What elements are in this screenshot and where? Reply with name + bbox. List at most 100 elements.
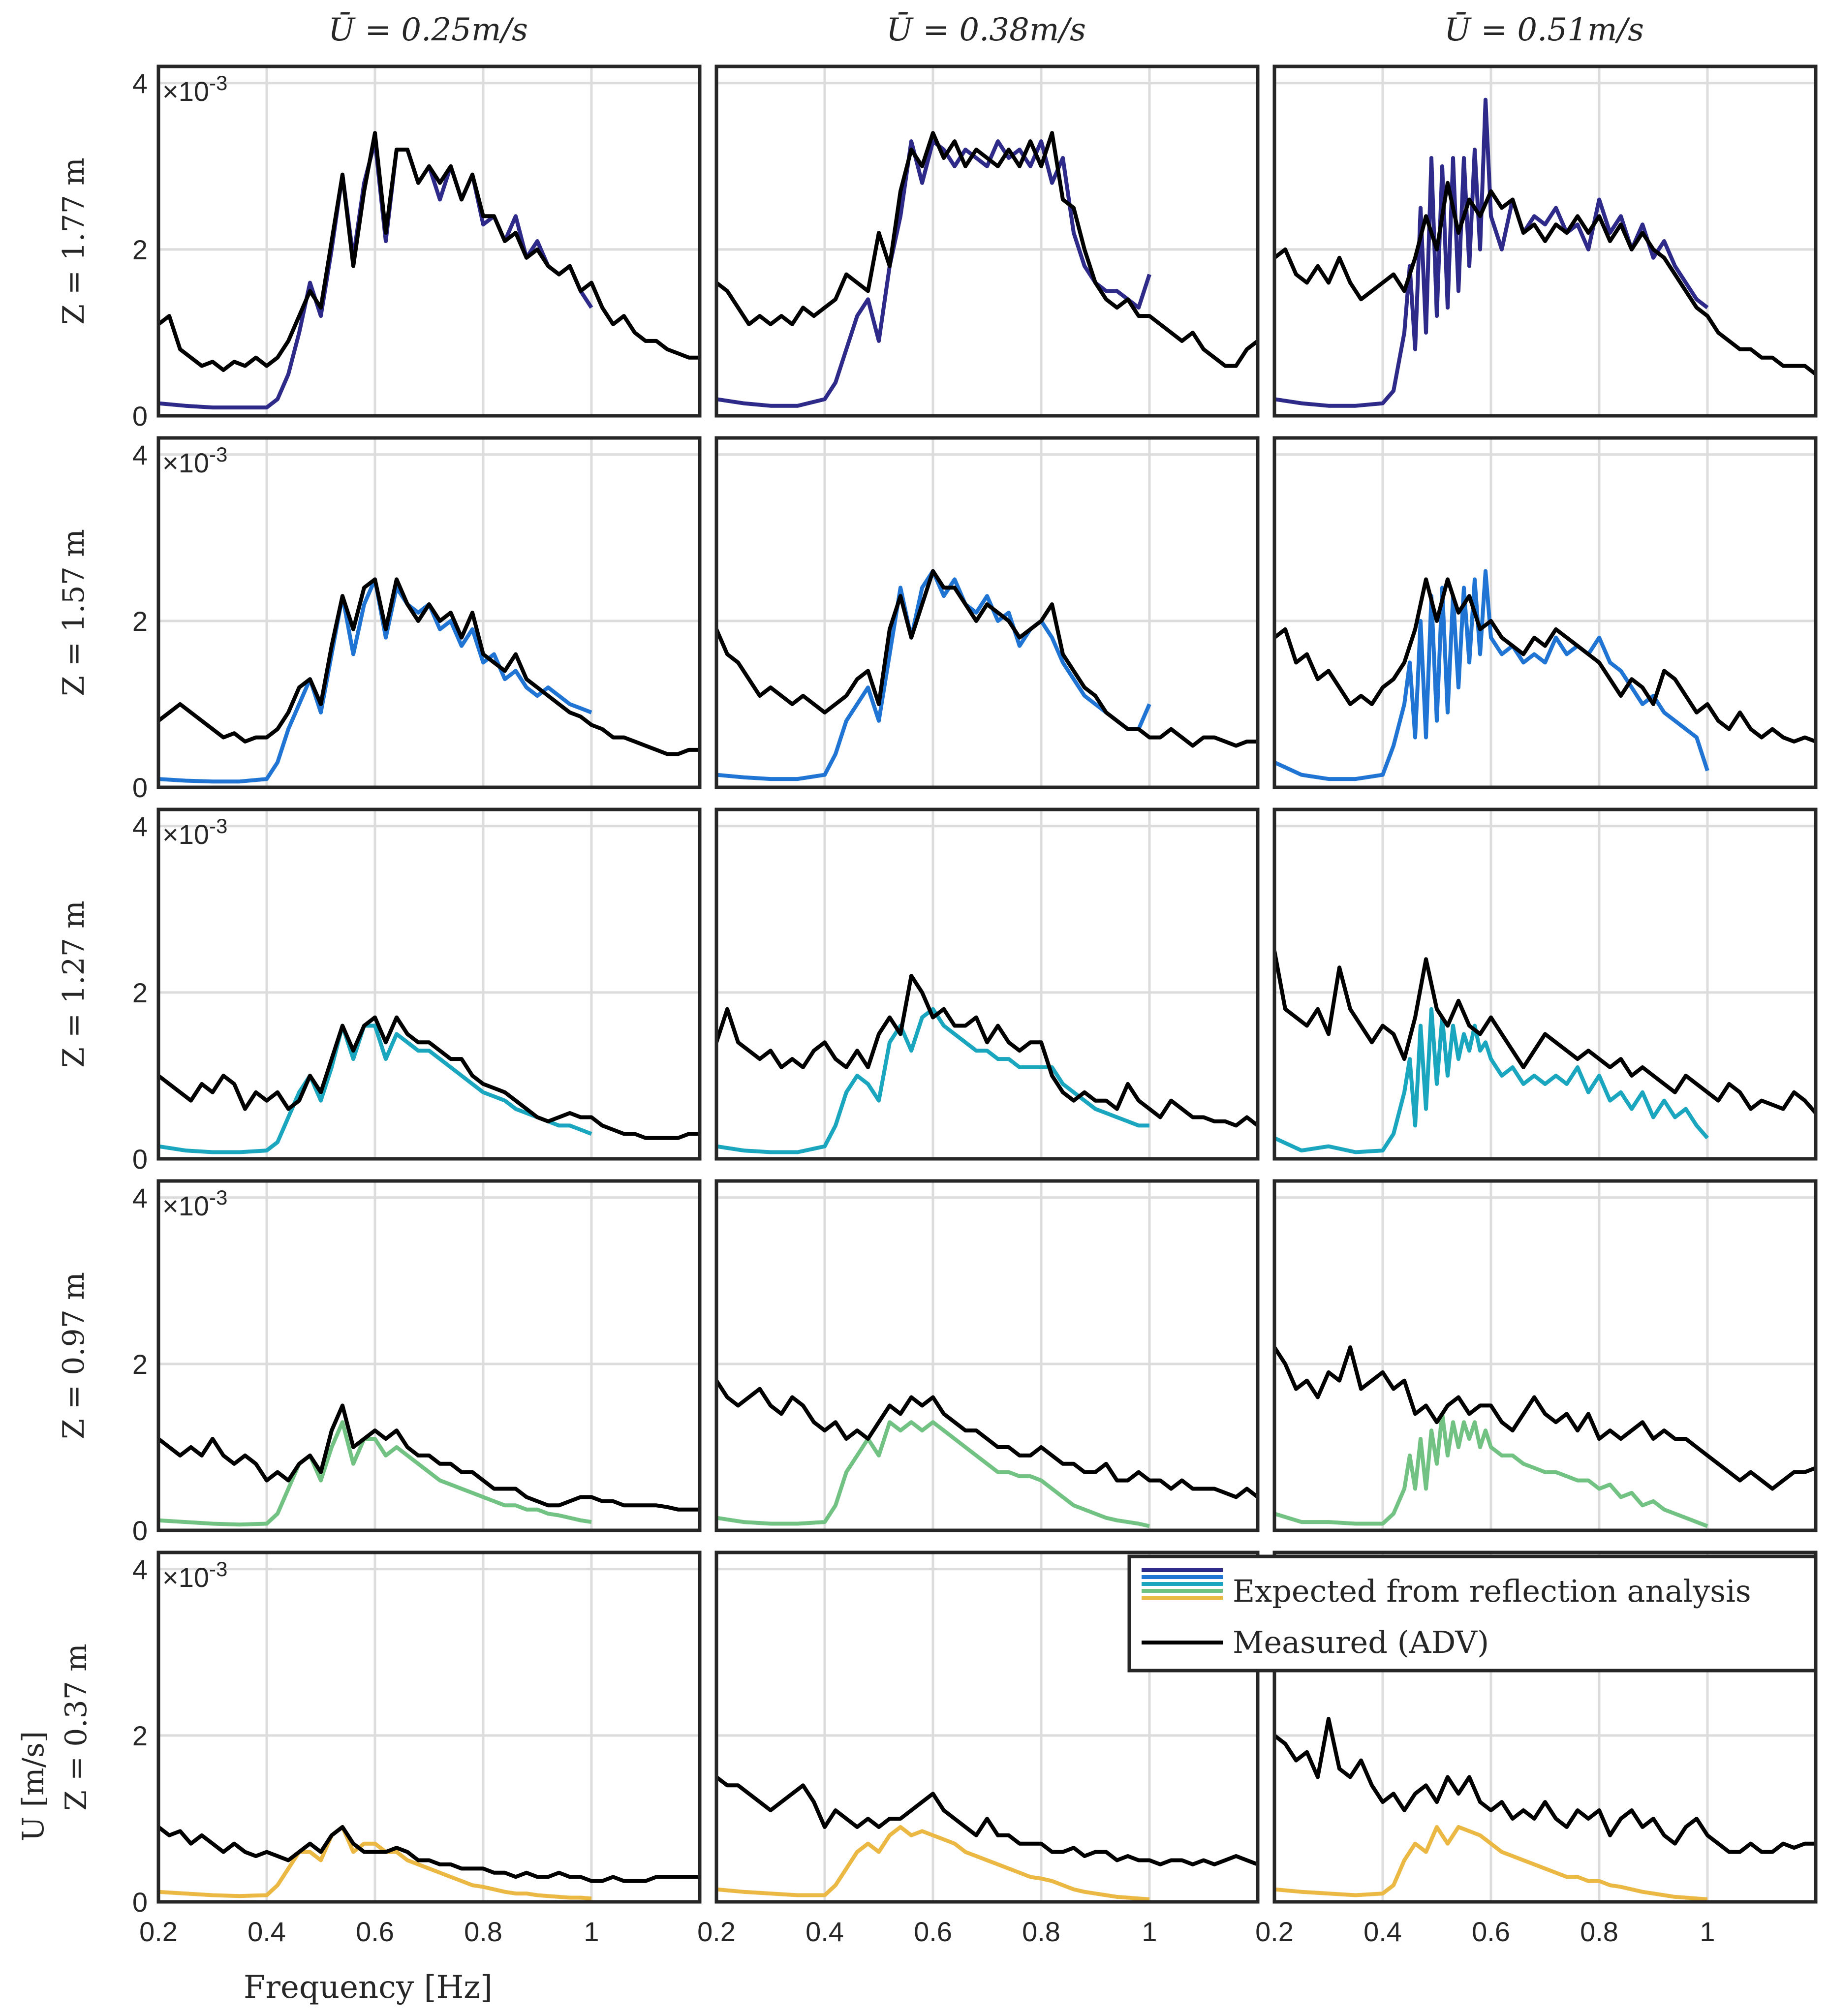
panel-frame [156,1551,702,1904]
panel-frame [1272,64,1818,418]
measured-series-line [716,569,1258,748]
row-label-2: Z = 1.27 m [57,900,91,1068]
expected-series-line [716,1007,1149,1154]
y-tick-label: 4 [132,439,148,470]
panel-r4-c0: 0 2 4 ×10-3 0.2 0.4 0.6 0.8 1 [132,1551,702,1947]
measured-series-line [158,131,700,372]
x-tick-label: 0.2 [1255,1916,1294,1947]
expected-series-line [716,1420,1150,1528]
panel-series [158,1015,700,1154]
x-tick-label: 1 [1700,1916,1715,1947]
expected-series-line [158,1420,592,1527]
y-tick-label: 2 [132,1349,148,1380]
row-label-4: Z = 0.37 m [59,1644,93,1811]
expected-series-line [1274,569,1709,781]
x-tick-label: 1 [1142,1916,1157,1947]
panel-series [716,131,1258,408]
y-tick-label: 2 [132,977,148,1008]
measured-series-line [716,1379,1258,1499]
panel-frame [156,807,702,1161]
expected-series-line [1274,1412,1708,1528]
legend-label-measured: Measured (ADV) [1233,1624,1489,1660]
expected-series-line [716,1825,1150,1901]
exponent-label: ×10-3 [162,443,227,478]
titles-layer: Ū = 0.25m/s Ū = 0.38m/s Ū = 0.51m/s [328,12,1644,48]
column-title-1: Ū = 0.38m/s [886,12,1086,48]
panel-series [716,1379,1258,1528]
panels-layer: 0 2 4 ×10-3 0 2 4 ×10-3 0 2 4 ×10-3 0 2 4 ×10-3 0 2 4 ×10-3… [132,64,1818,1947]
panel-frame [156,1179,702,1532]
panel-frame [714,436,1260,789]
panel-series [1274,569,1816,781]
panel-frame [714,807,1260,1161]
x-tick-label: 0.2 [697,1916,736,1947]
legend-label-expected: Expected from reflection analysis [1233,1573,1751,1609]
measured-series-line [1274,1345,1816,1491]
panel-series [1274,1345,1816,1528]
panel-frame [1272,436,1818,789]
x-tick-label: 0.2 [139,1916,178,1947]
measured-series-line [158,577,700,756]
panel-frame [1272,1179,1818,1532]
panel-r2-c0: 0 2 4 ×10-3 [132,807,702,1175]
panel-series [158,577,700,784]
x-tick-label: 0.6 [356,1916,394,1947]
row-labels-layer: Z = 1.77 m Z = 1.57 m Z = 1.27 m Z = 0.97 m… [57,157,93,1811]
panel-r1-c1 [714,436,1260,789]
panel-r0-c2 [1272,64,1818,418]
panel-series [1274,950,1816,1154]
expected-series-line [158,1825,592,1901]
column-title-2: Ū = 0.51m/s [1444,12,1644,48]
panel-frame [156,64,702,418]
panel-frame [1272,807,1818,1161]
panel-r2-c1 [714,807,1260,1161]
y-tick-label: 0 [132,1515,148,1546]
panel-frame [714,1179,1260,1532]
y-tick-label: 2 [132,606,148,637]
y-axis-units-label: U [m/s] [16,1731,51,1841]
y-tick-label: 0 [132,401,148,432]
x-tick-label: 0.6 [1472,1916,1510,1947]
y-tick-label: 4 [132,68,148,99]
panel-frame [156,436,702,789]
panel-frame [714,64,1260,418]
measured-series-line [716,1775,1258,1866]
panel-r3-c2 [1272,1179,1818,1532]
expected-series-line [1274,1825,1708,1901]
panel-r3-c1 [714,1179,1260,1532]
panel-r1-c2 [1272,436,1818,789]
x-tick-label: 0.8 [1022,1916,1060,1947]
x-tick-label: 0.8 [464,1916,502,1947]
x-tick-label: 0.6 [914,1916,952,1947]
panel-series [716,569,1258,781]
y-tick-label: 4 [132,811,148,842]
legend: Expected from reflection analysis Measure… [1127,1554,1818,1673]
panel-r4-c2: 0.2 0.4 0.6 0.8 1 [1255,1551,1818,1947]
measured-series-line [1274,577,1816,744]
panel-r1-c0: 0 2 4 ×10-3 [132,436,702,803]
panel-r0-c1 [714,64,1260,418]
measured-series-line [1274,181,1816,376]
measured-series-line [158,1403,700,1512]
x-tick-label: 1 [584,1916,599,1947]
x-tick-label: 0.4 [248,1916,286,1947]
panel-r2-c2 [1272,807,1818,1161]
legend-box [1127,1554,1818,1673]
panel-r3-c0: 0 2 4 ×10-3 [132,1179,702,1546]
measured-series-line [158,1825,700,1883]
panel-series [158,1403,700,1527]
expected-series-line [158,1024,592,1154]
panel-series [1274,97,1816,408]
panel-r4-c1: 0.2 0.4 0.6 0.8 1 [697,1551,1260,1947]
expected-series-line [1274,1007,1709,1154]
x-tick-label: 0.4 [1363,1916,1402,1947]
panel-series [158,131,700,410]
panel-series [716,1775,1258,1901]
row-label-3: Z = 0.97 m [57,1272,91,1439]
x-tick-label: 0.4 [806,1916,844,1947]
exponent-label: ×10-3 [162,1186,227,1221]
expected-series-line [716,139,1151,408]
y-tick-label: 0 [132,1144,148,1175]
x-tick-label: 0.8 [1580,1916,1618,1947]
